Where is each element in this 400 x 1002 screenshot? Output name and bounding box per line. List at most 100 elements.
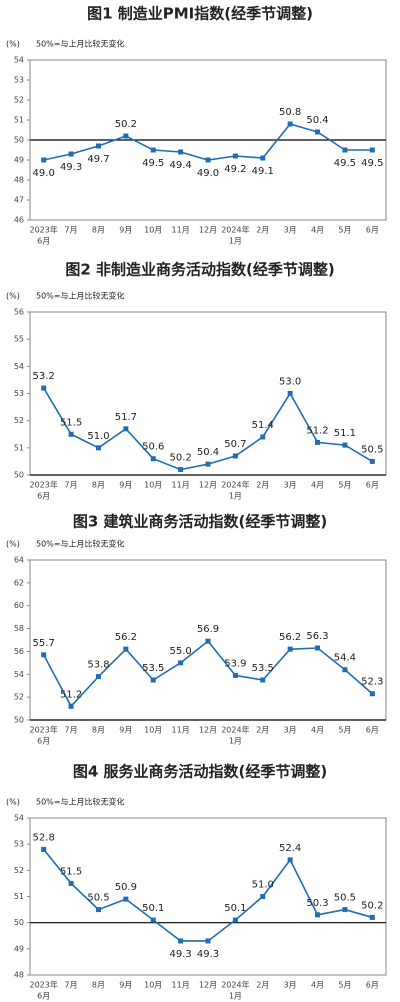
point xyxy=(95,674,101,680)
point xyxy=(95,907,101,913)
note: 50%=与上月比较无变化 xyxy=(36,291,124,301)
point xyxy=(123,133,129,139)
value-label: 55.0 xyxy=(169,646,191,657)
point xyxy=(150,677,156,683)
x-tick-label: 8月 xyxy=(92,481,105,490)
x-tick-label: 9月 xyxy=(119,726,132,735)
x-tick-label: 11月 xyxy=(172,981,190,990)
value-label: 51.7 xyxy=(115,412,137,423)
value-label: 53.2 xyxy=(33,371,55,382)
point xyxy=(260,677,266,683)
x-tick-label: 11月 xyxy=(172,726,190,735)
chart-title: 图3 建筑业商务活动指数(经季节调整) xyxy=(73,513,327,531)
point xyxy=(232,672,238,678)
x-tick-label: 6月 xyxy=(37,492,50,501)
x-tick-label: 1月 xyxy=(229,237,242,246)
x-tick-label: 3月 xyxy=(284,481,297,490)
value-label: 50.3 xyxy=(306,898,328,909)
point xyxy=(95,143,101,149)
x-tick-label: 4月 xyxy=(311,226,324,235)
value-label: 50.4 xyxy=(197,447,219,458)
y-tick-label: 51 xyxy=(14,116,24,125)
y-tick-label: 55 xyxy=(14,335,24,344)
y-tick-label: 49 xyxy=(14,944,24,953)
point xyxy=(41,157,47,163)
x-tick-label: 12月 xyxy=(199,981,217,990)
y-tick-label: 51 xyxy=(14,892,24,901)
y-tick-label: 54 xyxy=(14,670,24,679)
point xyxy=(150,147,156,153)
x-tick-label: 2月 xyxy=(256,226,269,235)
value-label: 49.3 xyxy=(60,162,82,173)
point xyxy=(315,645,321,651)
value-label: 51.1 xyxy=(334,428,356,439)
value-label: 49.0 xyxy=(197,168,219,179)
y-tick-label: 51 xyxy=(14,443,24,452)
y-tick-label: 48 xyxy=(14,971,24,980)
unit-label: (%) xyxy=(6,798,20,807)
y-tick-label: 47 xyxy=(14,196,24,205)
y-tick-label: 54 xyxy=(14,56,24,65)
value-label: 50.1 xyxy=(142,903,164,914)
y-tick-label: 46 xyxy=(14,216,24,225)
x-tick-label: 8月 xyxy=(92,726,105,735)
y-tick-label: 54 xyxy=(14,362,24,371)
point xyxy=(68,880,74,886)
x-tick-label: 6月 xyxy=(366,726,379,735)
point xyxy=(315,129,321,135)
point xyxy=(369,458,375,464)
unit-label: (%) xyxy=(6,292,20,301)
value-label: 53.8 xyxy=(87,660,109,671)
point xyxy=(369,147,375,153)
x-tick-label: 7月 xyxy=(65,226,78,235)
note: 50%=与上月比较无变化 xyxy=(36,39,124,49)
point xyxy=(178,467,184,473)
x-tick-label: 6月 xyxy=(37,992,50,1001)
value-label: 50.5 xyxy=(87,893,109,904)
value-label: 51.5 xyxy=(60,417,82,428)
x-tick-label: 6月 xyxy=(366,481,379,490)
x-tick-label: 10月 xyxy=(144,981,162,990)
point xyxy=(342,147,348,153)
value-label: 49.1 xyxy=(252,166,274,177)
point xyxy=(178,149,184,155)
y-tick-label: 53 xyxy=(14,76,24,85)
value-label: 50.5 xyxy=(361,444,383,455)
x-tick-label: 7月 xyxy=(65,726,78,735)
x-tick-label: 12月 xyxy=(199,226,217,235)
x-tick-label: 2024年 xyxy=(221,725,249,735)
point xyxy=(342,667,348,673)
point xyxy=(232,917,238,923)
value-label: 49.5 xyxy=(361,158,383,169)
value-label: 49.4 xyxy=(169,160,191,171)
point xyxy=(260,894,266,899)
x-tick-label: 4月 xyxy=(311,726,324,735)
x-tick-label: 2023年 xyxy=(30,225,58,235)
x-tick-label: 10月 xyxy=(144,726,162,735)
point xyxy=(123,896,129,902)
point xyxy=(232,153,238,159)
value-label: 55.7 xyxy=(33,638,55,649)
x-tick-label: 8月 xyxy=(92,981,105,990)
point xyxy=(123,426,129,432)
x-tick-label: 7月 xyxy=(65,481,78,490)
x-tick-label: 7月 xyxy=(65,981,78,990)
x-tick-label: 1月 xyxy=(229,737,242,746)
point xyxy=(205,461,211,467)
y-tick-label: 48 xyxy=(14,176,24,185)
x-tick-label: 11月 xyxy=(172,226,190,235)
note: 50%=与上月比较无变化 xyxy=(36,539,124,549)
x-tick-label: 2月 xyxy=(256,726,269,735)
x-tick-label: 6月 xyxy=(366,981,379,990)
point xyxy=(342,442,348,448)
value-label: 51.2 xyxy=(60,689,82,700)
value-label: 51.4 xyxy=(252,420,274,431)
point xyxy=(260,155,266,161)
x-tick-label: 6月 xyxy=(366,226,379,235)
x-tick-label: 2月 xyxy=(256,481,269,490)
point xyxy=(41,846,47,852)
point xyxy=(123,646,129,652)
point xyxy=(232,453,238,459)
note: 50%=与上月比较无变化 xyxy=(36,797,124,807)
